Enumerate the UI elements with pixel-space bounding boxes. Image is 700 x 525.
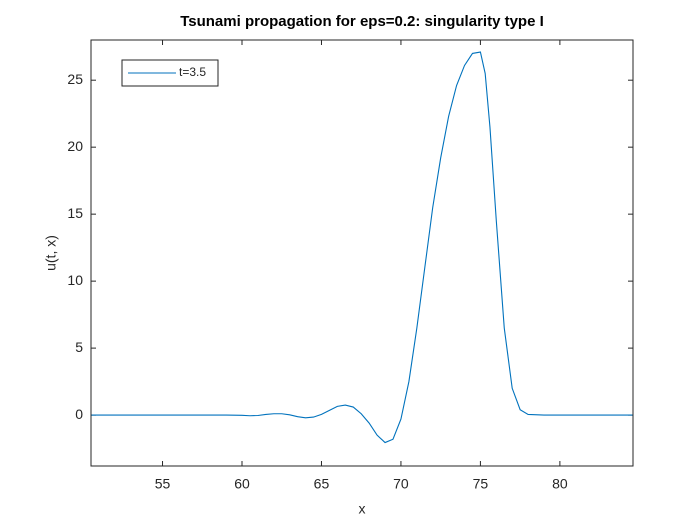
x-axis-label: x	[359, 501, 366, 517]
legend-label: t=3.5	[179, 65, 206, 79]
axes-box	[90, 39, 634, 467]
x-tick-label: 75	[473, 476, 489, 492]
y-tick-label: 15	[67, 205, 83, 221]
y-tick-label: 0	[75, 406, 83, 422]
y-tick-label: 5	[75, 339, 83, 355]
chart-title: Tsunami propagation for eps=0.2: singula…	[180, 13, 544, 30]
x-tick-label: 80	[552, 476, 568, 492]
y-tick-label: 10	[67, 272, 83, 288]
x-tick-label: 55	[155, 476, 171, 492]
y-tick-label: 20	[67, 138, 83, 154]
y-axis-label: u(t, x)	[43, 235, 59, 271]
data-line	[91, 51, 633, 444]
x-tick-label: 60	[234, 476, 250, 492]
y-tick-label: 25	[67, 71, 83, 87]
x-tick-label: 65	[314, 476, 330, 492]
x-tick-label: 70	[393, 476, 409, 492]
